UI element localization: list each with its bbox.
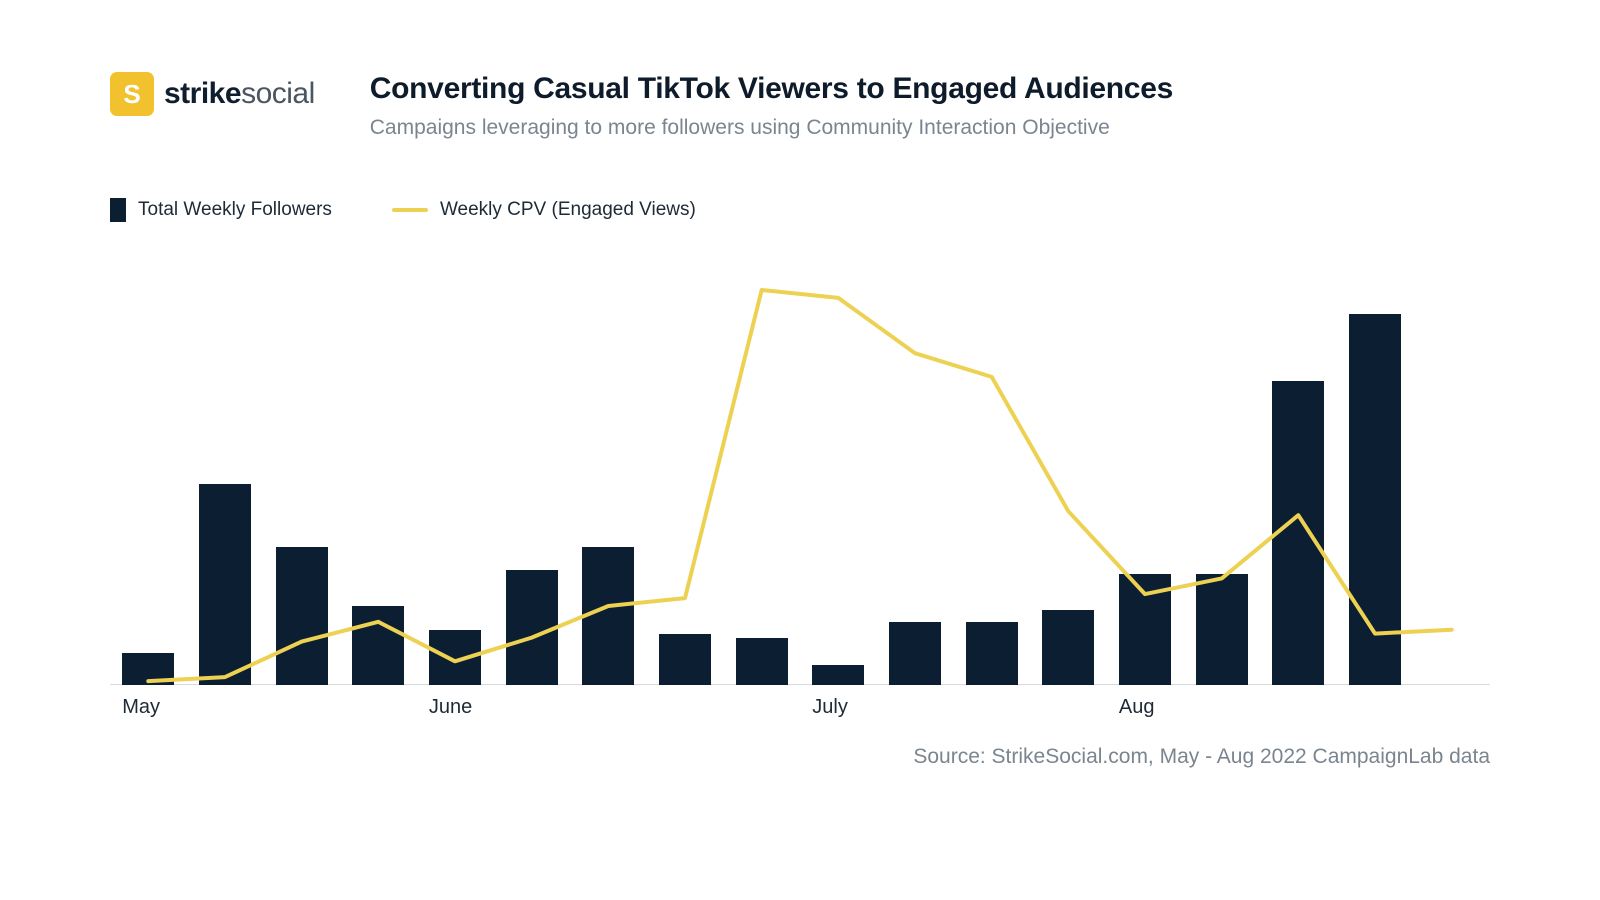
legend-label: Weekly CPV (Engaged Views) [440, 199, 696, 221]
x-axis-label: Aug [1119, 696, 1155, 719]
legend: Total Weekly Followers Weekly CPV (Engage… [110, 198, 696, 222]
title-block: Converting Casual TikTok Viewers to Enga… [370, 72, 1540, 140]
logo-wordmark: strikesocial [164, 77, 315, 111]
chart-title: Converting Casual TikTok Viewers to Enga… [370, 72, 1540, 106]
chart-area [110, 290, 1490, 685]
legend-label: Total Weekly Followers [138, 199, 332, 221]
plot-region [110, 290, 1490, 685]
legend-item: Weekly CPV (Engaged Views) [392, 199, 696, 221]
x-axis-label: May [122, 696, 160, 719]
legend-swatch-line [392, 208, 428, 212]
header: S strikesocial Converting Casual TikTok … [110, 72, 1540, 140]
source-attribution: Source: StrikeSocial.com, May - Aug 2022… [913, 745, 1490, 769]
x-axis-label: July [812, 696, 848, 719]
cpv-line [148, 290, 1451, 681]
logo-mark-icon: S [110, 72, 154, 116]
legend-swatch-square [110, 198, 126, 222]
logo-word-bold: strike [164, 77, 241, 110]
x-axis-label: June [429, 696, 472, 719]
chart-subtitle: Campaigns leveraging to more followers u… [370, 116, 1540, 140]
legend-item: Total Weekly Followers [110, 198, 332, 222]
line-series-overlay [110, 290, 1490, 685]
logo-word-light: social [241, 77, 315, 110]
brand-logo: S strikesocial [110, 72, 315, 116]
x-axis-labels: May June July Aug [110, 690, 1490, 720]
